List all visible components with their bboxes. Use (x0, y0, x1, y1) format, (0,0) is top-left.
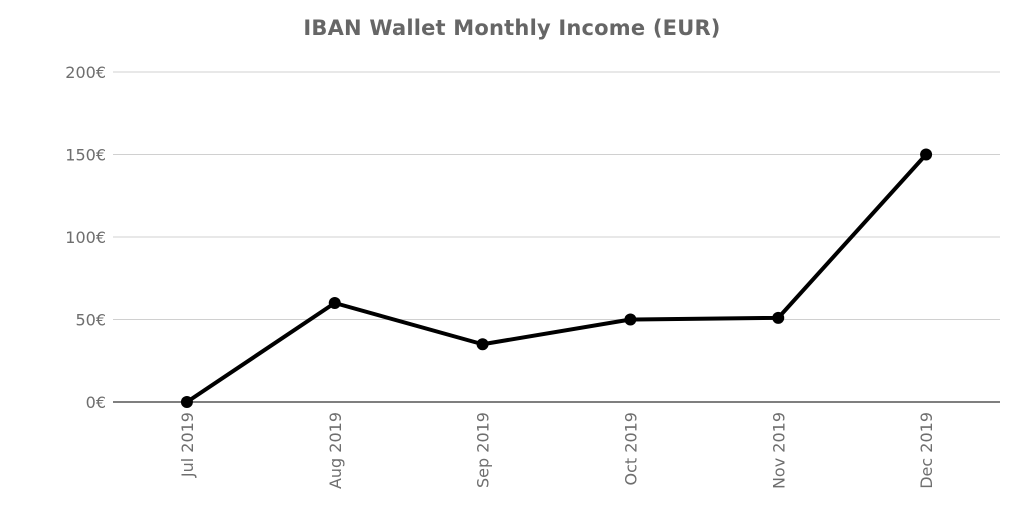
x-tick-label: Nov 2019 (769, 412, 788, 489)
x-tick-label: Aug 2019 (326, 412, 345, 489)
y-tick-label: 200€ (65, 63, 106, 82)
series-line (185, 153, 928, 404)
gridlines (113, 71, 1000, 320)
x-tick-label: Sep 2019 (474, 412, 493, 488)
y-tick-label: 100€ (65, 228, 106, 247)
data-point-marker (920, 148, 933, 161)
x-tick-label: Jul 2019 (178, 412, 197, 478)
y-tick-label: 150€ (65, 146, 106, 165)
chart-title: IBAN Wallet Monthly Income (EUR) (303, 16, 721, 40)
data-point-marker (476, 338, 489, 351)
data-point-marker (772, 311, 785, 324)
x-tick-label: Dec 2019 (917, 412, 936, 489)
data-point-marker (328, 297, 341, 309)
income-series (180, 148, 933, 408)
y-axis-tick-labels: 0€ 50€ 100€ 150€ 200€ (65, 63, 106, 412)
data-point-marker (624, 313, 637, 326)
x-axis-tick-labels: Jul 2019 Aug 2019 Sep 2019 Oct 2019 Nov 2019… (178, 412, 936, 489)
data-point-marker (180, 396, 193, 408)
y-tick-label: 0€ (86, 393, 106, 412)
x-tick-label: Oct 2019 (621, 412, 640, 485)
y-tick-label: 50€ (75, 311, 106, 330)
